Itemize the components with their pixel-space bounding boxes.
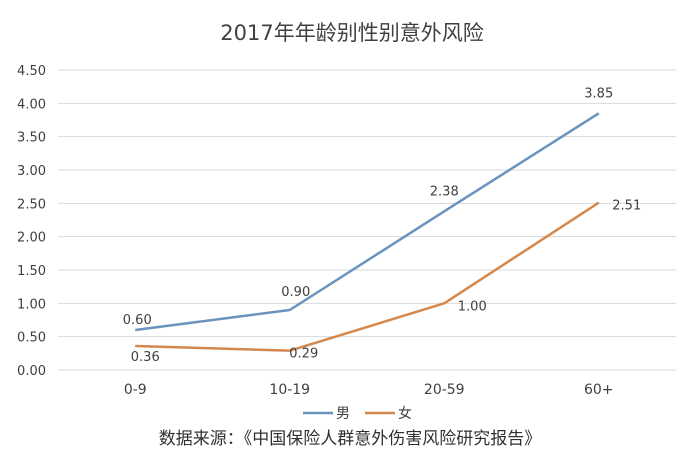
- y-tick-label: 1.00: [17, 297, 46, 312]
- gridlines: [58, 69, 676, 371]
- series-line-female: [135, 201, 600, 352]
- data-label: 3.85: [584, 86, 613, 101]
- legend-label-female: 女: [398, 405, 412, 422]
- data-label: 0.29: [289, 347, 318, 362]
- data-label: 1.00: [458, 299, 487, 314]
- legend-label-male: 男: [336, 406, 350, 422]
- y-tick-label: 4.00: [17, 97, 46, 112]
- legend: 男 女: [303, 405, 412, 422]
- y-tick-label: 3.50: [17, 131, 46, 146]
- y-tick-label: 2.00: [17, 231, 46, 246]
- data-labels: 0.60 0.90 2.38 3.85 0.36 0.29 1.00 2.51: [123, 86, 641, 365]
- y-tick-label: 0.50: [17, 331, 46, 346]
- series-lines: [135, 112, 600, 352]
- series-line-male: [135, 112, 600, 332]
- data-label: 0.60: [123, 313, 152, 328]
- x-tick-label: 20-59: [424, 382, 465, 398]
- y-tick-label: 3.00: [17, 164, 46, 179]
- data-label: 2.38: [430, 184, 459, 199]
- y-tick-label: 1.50: [17, 264, 46, 279]
- x-axis-ticks: 0-9 10-19 20-59 60+: [124, 382, 614, 398]
- data-label: 2.51: [612, 199, 641, 214]
- data-label: 0.36: [131, 350, 160, 365]
- y-tick-label: 0.00: [17, 364, 46, 379]
- y-tick-label: 4.50: [17, 64, 46, 79]
- x-tick-label: 10-19: [269, 382, 310, 398]
- chart-title: 2017年年龄别性别意外风险: [220, 21, 483, 45]
- source-note: 数据来源：《中国保险人群意外伤害风险研究报告》: [159, 429, 542, 449]
- x-tick-label: 0-9: [124, 382, 147, 398]
- x-tick-label: 60+: [584, 382, 614, 398]
- data-label: 0.90: [281, 285, 310, 300]
- y-tick-label: 2.50: [17, 197, 46, 212]
- y-axis-ticks: 0.00 0.50 1.00 1.50 2.00 2.50 3.00 3.50 4.00 4.50: [17, 64, 46, 379]
